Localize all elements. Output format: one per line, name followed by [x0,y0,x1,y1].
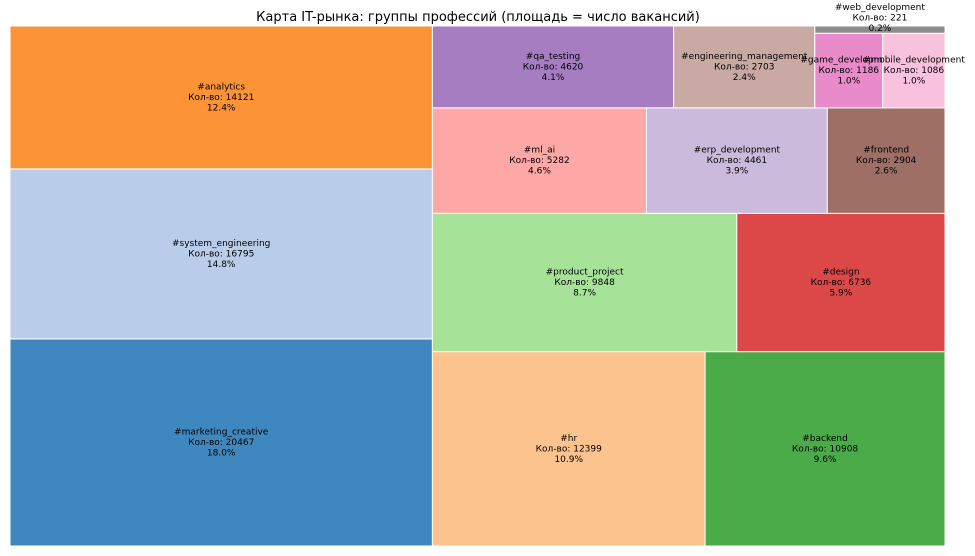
tile-label-name-design: #design [822,267,859,277]
tile-label-count-ml-ai: Кол-во: 5282 [509,156,570,166]
tile-erp-development [645,107,828,214]
tile-label-pct-ml-ai: 4.6% [528,167,551,177]
tile-label-name-game-development: #game_development [800,56,897,66]
tile-label-name-hr: #hr [560,434,577,444]
tile-label-pct-mobile-development: 1.0% [902,77,925,87]
tile-label-name-product-project: #product_project [546,267,624,277]
tile-label-name-qa-testing: #qa_testing [526,52,580,62]
tile-label-count-engineering-management: Кол-во: 2703 [714,62,775,72]
tile-label-pct-system-engineering: 14.8% [207,260,236,270]
tile-label-pct-erp-development: 3.9% [725,167,748,177]
tile-label-pct-engineering-management: 2.4% [733,73,756,83]
tile-label-count-system-engineering: Кол-во: 16795 [188,249,254,259]
tile-qa-testing [431,25,675,109]
tile-label-pct-product-project: 8.7% [573,288,596,298]
tile-label-count-marketing-creative: Кол-во: 20467 [188,438,254,448]
tile-label-count-hr: Кол-во: 12399 [536,444,603,454]
tile-label-count-erp-development: Кол-во: 4461 [707,156,768,166]
tile-label-name-ml-ai: #ml_ai [524,146,555,156]
tile-label-pct-web-development: 0.2% [868,24,891,34]
tile-label-pct-design: 5.9% [829,288,852,298]
tile-label-count-analytics: Кол-во: 14121 [188,93,254,103]
tile-label-count-qa-testing: Кол-во: 4620 [523,62,584,72]
tile-design [736,212,946,353]
tile-label-pct-analytics: 12.4% [207,103,236,113]
tile-mobile-development [882,32,946,109]
tile-label-name-frontend: #frontend [863,146,909,156]
tile-label-name-mobile-development: #mobile_development [863,56,965,66]
tile-label-count-backend: Кол-во: 10908 [792,444,859,454]
tile-label-pct-frontend: 2.6% [875,167,898,177]
tile-backend [704,351,946,547]
tile-label-pct-marketing-creative: 18.0% [207,448,236,458]
tile-label-pct-qa-testing: 4.1% [542,73,565,83]
tile-system-engineering [9,168,433,340]
tile-label-count-web-development: Кол-во: 221 [853,14,908,24]
tile-label-name-system-engineering: #system_engineering [172,239,270,249]
tile-product-project [431,212,738,353]
tile-label-count-design: Кол-во: 6736 [811,278,872,288]
tile-label-name-erp-development: #erp_development [694,146,781,156]
tile-label-pct-backend: 9.6% [814,455,837,465]
tile-analytics [9,25,433,170]
tile-label-name-marketing-creative: #marketing_creative [174,427,269,437]
tile-game-development [814,32,884,109]
tile-hr [431,351,706,547]
tile-label-pct-game-development: 1.0% [837,77,860,87]
tile-engineering-management [673,25,816,109]
tile-marketing-creative [9,338,433,547]
tile-label-count-product-project: Кол-во: 9848 [554,278,615,288]
tile-label-count-mobile-development: Кол-во: 1086 [884,66,945,76]
tile-label-name-analytics: #analytics [197,82,245,92]
chart-title: Карта IT-рынка: группы профессий (площад… [256,10,700,25]
tile-ml-ai [431,107,647,214]
tile-frontend [826,107,946,214]
tile-label-pct-hr: 10.9% [554,455,583,465]
tile-label-count-game-development: Кол-во: 1186 [819,66,880,76]
tile-web-development [814,25,946,34]
tile-label-name-backend: #backend [802,434,848,444]
tile-label-name-engineering-management: #engineering_management [681,52,808,62]
tile-label-name-web-development: #web_development [835,3,925,13]
tile-label-count-frontend: Кол-во: 2904 [856,156,917,166]
